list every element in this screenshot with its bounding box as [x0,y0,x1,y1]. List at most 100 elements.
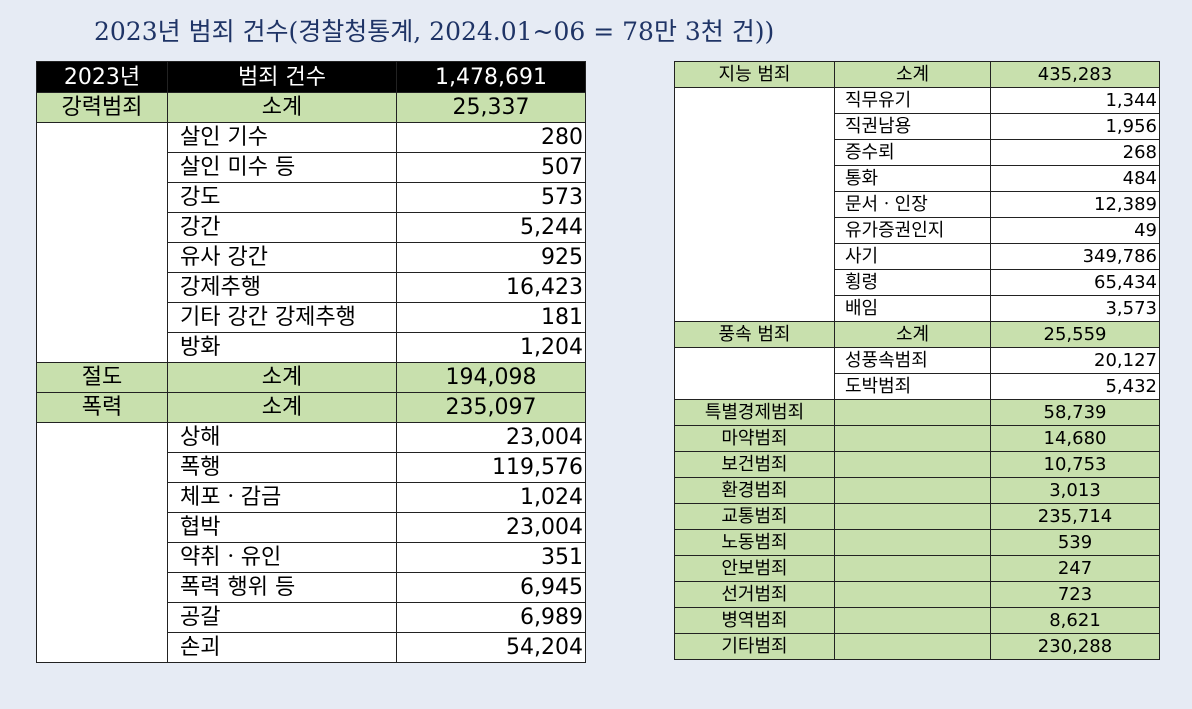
empty-cell [834,607,991,634]
item-name: 살인 미수 등 [167,152,397,183]
subtotal-label: 소계 [167,362,397,393]
item-name: 약취ㆍ유인 [167,542,397,573]
category-spacer [674,347,835,400]
table-row: 폭력 소계 235,097 [36,392,586,423]
table-row: 마약범죄 14,680 [674,425,1160,452]
category-spacer [36,422,168,663]
table-row: 폭행 119,576 [36,452,586,483]
item-name: 방화 [167,332,397,363]
subtotal-label: 소계 [834,61,991,88]
crime-table-left: 2023년 범죄 건수 1,478,691 강력범죄 소계 25,337 살인 … [36,61,586,663]
category-name: 마약범죄 [674,425,835,452]
category-name: 선거범죄 [674,581,835,608]
item-value: 484 [990,165,1160,192]
item-value: 280 [396,122,586,153]
empty-cell [834,529,991,556]
category-value: 8,621 [990,607,1160,634]
item-name: 유가증권인지 [834,217,991,244]
item-value: 507 [396,152,586,183]
item-value: 1,344 [990,87,1160,114]
item-value: 349,786 [990,243,1160,270]
table-row: 직무유기 1,344 [674,87,1160,322]
category-spacer [674,87,835,322]
item-name: 강간 [167,212,397,243]
table-row: 보건범죄 10,753 [674,451,1160,478]
table-row: 풍속 범죄 소계 25,559 [674,321,1160,348]
item-value: 351 [396,542,586,573]
item-name: 살인 기수 [167,122,397,153]
category-value: 3,013 [990,477,1160,504]
table-row: 절도 소계 194,098 [36,362,586,393]
empty-cell [834,581,991,608]
item-name: 사기 [834,243,991,270]
table-row: 손괴 54,204 [36,632,586,663]
category-violent: 강력범죄 [36,92,168,123]
category-value: 723 [990,581,1160,608]
table-row: 노동범죄 539 [674,529,1160,556]
header-total: 1,478,691 [396,61,586,93]
item-name: 도박범죄 [834,373,991,400]
item-value: 6,989 [396,602,586,633]
table-row: 지능 범죄 소계 435,283 [674,61,1160,88]
category-name: 기타범죄 [674,633,835,660]
category-name: 환경범죄 [674,477,835,504]
item-name: 성풍속범죄 [834,347,991,374]
empty-cell [834,503,991,530]
subtotal-label: 소계 [834,321,991,348]
item-name: 유사 강간 [167,242,397,273]
page-title: 2023년 범죄 건수(경찰청통계, 2024.01~06 = 78만 3천 건… [94,17,775,46]
item-value: 49 [990,217,1160,244]
table-header-row: 2023년 범죄 건수 1,478,691 [36,61,586,93]
table-row: 강간 5,244 [36,212,586,243]
item-value: 5,432 [990,373,1160,400]
item-name: 폭력 행위 등 [167,572,397,603]
table-row: 기타범죄 230,288 [674,633,1160,660]
category-spacer [36,122,168,363]
table-row: 상해 23,004 [36,422,586,663]
item-value: 20,127 [990,347,1160,374]
item-name: 체포ㆍ감금 [167,482,397,513]
category-intellectual: 지능 범죄 [674,61,835,88]
subtotal-value: 194,098 [396,362,586,393]
category-value: 10,753 [990,451,1160,478]
item-value: 925 [396,242,586,273]
table-row: 안보범죄 247 [674,555,1160,582]
category-theft: 절도 [36,362,168,393]
item-value: 1,024 [396,482,586,513]
item-name: 강제추행 [167,272,397,303]
empty-cell [834,425,991,452]
item-name: 직권남용 [834,113,991,140]
empty-cell [834,477,991,504]
item-name: 손괴 [167,632,397,663]
item-name: 상해 [167,422,397,453]
table-row: 공갈 6,989 [36,602,586,633]
category-value: 58,739 [990,399,1160,426]
item-value: 6,945 [396,572,586,603]
item-name: 직무유기 [834,87,991,114]
item-name: 폭행 [167,452,397,483]
item-value: 1,956 [990,113,1160,140]
category-name: 교통범죄 [674,503,835,530]
subtotal-label: 소계 [167,392,397,423]
table-row: 병역범죄 8,621 [674,607,1160,634]
table-row: 강력범죄 소계 25,337 [36,92,586,123]
empty-cell [834,451,991,478]
item-name: 공갈 [167,602,397,633]
category-name: 안보범죄 [674,555,835,582]
item-name: 기타 강간 강제추행 [167,302,397,333]
category-value: 235,714 [990,503,1160,530]
table-row: 교통범죄 235,714 [674,503,1160,530]
category-name: 보건범죄 [674,451,835,478]
item-name: 통화 [834,165,991,192]
category-name: 노동범죄 [674,529,835,556]
table-row: 살인 기수 280 [36,122,586,363]
subtotal-value: 435,283 [990,61,1160,88]
item-value: 65,434 [990,269,1160,296]
table-row: 선거범죄 723 [674,581,1160,608]
category-name: 특별경제범죄 [674,399,835,426]
subtotal-value: 25,559 [990,321,1160,348]
item-value: 1,204 [396,332,586,363]
item-value: 23,004 [396,422,586,453]
subtotal-value: 25,337 [396,92,586,123]
item-value: 3,573 [990,295,1160,322]
